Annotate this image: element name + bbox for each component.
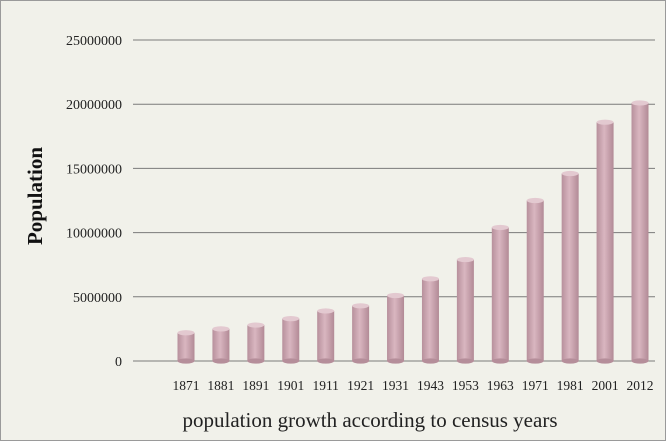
- bar-base: [561, 358, 579, 364]
- y-tick-label: 25000000: [66, 34, 122, 49]
- bar-base: [317, 358, 335, 364]
- bar-cap: [247, 322, 265, 328]
- bar: [212, 326, 230, 364]
- bar-body: [631, 102, 649, 361]
- bar-base: [352, 358, 370, 364]
- bar-body: [247, 325, 265, 361]
- bar-body: [421, 278, 439, 361]
- x-tick-label: 1891: [242, 378, 269, 393]
- bar-cap: [387, 292, 405, 299]
- bar-body: [456, 259, 474, 361]
- bar-base: [596, 358, 614, 364]
- y-tick-label: 15000000: [66, 162, 122, 177]
- bar-base: [456, 358, 474, 364]
- bar: [631, 100, 649, 364]
- bar-body: [387, 295, 405, 361]
- bar-body: [491, 227, 509, 361]
- bar: [421, 276, 439, 364]
- y-tick-labels: 0 5000000 10000000 15000000 20000000 25000000: [66, 34, 122, 370]
- bar-cap: [282, 316, 300, 322]
- x-tick-label: 1871: [173, 378, 200, 393]
- bars: [177, 100, 649, 364]
- bar: [596, 119, 614, 364]
- bar: [456, 256, 474, 364]
- bar-cap: [352, 303, 370, 309]
- x-tick-label: 1943: [417, 378, 444, 393]
- bar-base: [421, 358, 439, 364]
- bar-body: [177, 332, 195, 361]
- bar-cap: [177, 330, 195, 336]
- bar: [387, 292, 405, 364]
- bar-cap: [491, 224, 509, 231]
- bar: [561, 170, 579, 364]
- bar-body: [561, 173, 579, 361]
- x-tick-label: 1931: [382, 378, 409, 393]
- x-tick-label: 1881: [207, 378, 234, 393]
- y-axis-label: Population: [23, 147, 47, 245]
- bar: [491, 224, 509, 364]
- x-axis-label: population growth according to census ye…: [183, 408, 558, 432]
- bar-cap: [212, 326, 230, 332]
- y-tick-label: 20000000: [66, 98, 122, 113]
- x-tick-label: 1901: [277, 378, 304, 393]
- bar: [177, 330, 195, 364]
- x-tick-label: 1971: [522, 378, 549, 393]
- bar-base: [247, 358, 265, 364]
- bar-body: [352, 305, 370, 361]
- bar-cap: [456, 256, 474, 263]
- x-tick-label: 1911: [312, 378, 339, 393]
- x-tick-label: 2001: [592, 378, 619, 393]
- bar-cap: [421, 276, 439, 282]
- bar-body: [282, 318, 300, 361]
- y-tick-label: 10000000: [66, 227, 122, 242]
- bar-cap: [317, 308, 335, 314]
- bar: [317, 308, 335, 364]
- bar-body: [596, 122, 614, 362]
- bar-base: [387, 358, 405, 364]
- y-tick-label: 5000000: [73, 291, 122, 306]
- bar-base: [631, 358, 649, 364]
- x-tick-label: 2012: [627, 378, 654, 393]
- bar: [247, 322, 265, 364]
- bar-base: [526, 358, 544, 364]
- bar-base: [491, 358, 509, 364]
- bar-body: [317, 310, 335, 361]
- bar-cap: [631, 100, 649, 106]
- bar-base: [282, 358, 300, 364]
- bar: [282, 316, 300, 364]
- x-tick-labels: 1871 1881 1891 1901 1911 1921 1931 1943 1953 1963…: [173, 378, 654, 393]
- bar: [352, 303, 370, 364]
- bar-base: [177, 358, 195, 364]
- bar: [526, 197, 544, 364]
- x-tick-label: 1953: [452, 378, 479, 393]
- x-tick-label: 1921: [347, 378, 374, 393]
- x-tick-label: 1963: [487, 378, 514, 393]
- bar-cap: [596, 119, 614, 125]
- x-tick-label: 1981: [557, 378, 584, 393]
- bar-body: [526, 200, 544, 361]
- bar-base: [212, 358, 230, 364]
- bar-cap: [561, 170, 579, 177]
- bar-body: [212, 328, 230, 361]
- y-tick-label: 0: [115, 355, 122, 370]
- bar-cap: [526, 197, 544, 204]
